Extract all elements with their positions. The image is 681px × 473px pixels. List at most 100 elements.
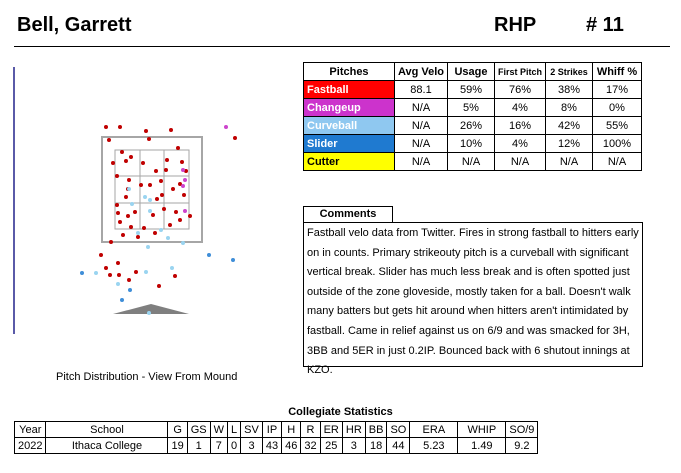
- pitch-dot: [180, 160, 184, 164]
- pitch-cell: N/A: [447, 152, 495, 171]
- stats-header-cell: G: [167, 421, 188, 438]
- pitch-cell: 12%: [545, 134, 593, 153]
- stats-cell: 19: [167, 437, 188, 454]
- pitch-cell: 10%: [447, 134, 495, 153]
- stats-header-cell: SO: [386, 421, 411, 438]
- pitch-dot: [166, 236, 170, 240]
- throwing-hand: RHP: [494, 14, 537, 36]
- pitch-dot: [181, 184, 185, 188]
- pitch-cell: 76%: [494, 80, 546, 99]
- pitch-dot: [154, 169, 158, 173]
- pitch-name: Changeup: [303, 98, 395, 117]
- outer-zone-box: [101, 136, 203, 243]
- col-usage: Usage: [447, 62, 495, 81]
- pitch-dot: [178, 182, 182, 186]
- pitch-dot: [233, 136, 237, 140]
- pitch-dot: [181, 168, 185, 172]
- pitch-name: Slider: [303, 134, 395, 153]
- pitch-dot: [80, 271, 84, 275]
- pitch-dot: [115, 203, 119, 207]
- stats-cell: 18: [364, 437, 388, 454]
- pitch-dot: [173, 274, 177, 278]
- pitch-dot: [144, 129, 148, 133]
- pitch-dot: [147, 137, 151, 141]
- pitch-dot: [104, 125, 108, 129]
- pitch-cell: N/A: [394, 152, 448, 171]
- pitch-dot: [231, 258, 235, 262]
- pitch-dot: [207, 253, 211, 257]
- stats-header-cell: ERA: [409, 421, 459, 438]
- stats-header-cell: W: [209, 421, 229, 438]
- pitch-dot: [188, 214, 192, 218]
- pitch-dot: [124, 159, 128, 163]
- pitch-dot: [124, 195, 128, 199]
- pitch-row-slider: Slider N/A 10% 4% 12% 100%: [303, 134, 642, 153]
- pitch-dot: [160, 193, 164, 197]
- pitch-dot: [148, 183, 152, 187]
- pitch-dot: [129, 155, 133, 159]
- pitch-dot: [109, 240, 113, 244]
- pitch-cell: 16%: [494, 116, 546, 135]
- pitch-cell: N/A: [545, 152, 593, 171]
- pitch-dot: [146, 245, 150, 249]
- stats-header-cell: HR: [341, 421, 366, 438]
- stats-cell: 1: [186, 437, 211, 454]
- pitch-cell: 42%: [545, 116, 593, 135]
- pitch-cell: 0%: [592, 98, 642, 117]
- pitch-dot: [129, 225, 133, 229]
- pitch-dot: [155, 197, 159, 201]
- pitch-dot: [116, 261, 120, 265]
- pitch-dot: [148, 209, 152, 213]
- player-name: Bell, Garrett: [17, 14, 132, 36]
- pitch-cell: 26%: [447, 116, 495, 135]
- stats-cell: 9.2: [505, 437, 539, 454]
- left-accent-bar: [13, 67, 15, 334]
- stats-cell: 1.49: [457, 437, 507, 454]
- col-pitches: Pitches: [303, 62, 395, 81]
- pitch-dot: [136, 235, 140, 239]
- stats-header-cell: Year: [13, 421, 47, 438]
- pitch-dot: [99, 253, 103, 257]
- pitch-dot: [182, 193, 186, 197]
- pitch-dot: [164, 168, 168, 172]
- pitch-dot: [165, 158, 169, 162]
- stats-header-cell: H: [281, 421, 302, 438]
- stats-header-cell: BB: [364, 421, 388, 438]
- strike-zone-box: [114, 149, 190, 230]
- stats-cell: 0: [227, 437, 242, 454]
- pitch-dot: [171, 187, 175, 191]
- pitch-name: Curveball: [303, 116, 395, 135]
- pitch-name: Fastball: [303, 80, 395, 99]
- pitch-dot: [174, 210, 178, 214]
- pitch-dot: [183, 178, 187, 182]
- pitch-dot: [116, 282, 120, 286]
- pitch-mix-table: Pitches Avg Velo Usage First Pitch 2 Str…: [303, 62, 642, 171]
- pitch-dot: [136, 231, 140, 235]
- pitch-table-header: Pitches Avg Velo Usage First Pitch 2 Str…: [303, 62, 642, 81]
- stats-cell: 3: [341, 437, 366, 454]
- pitch-dot: [107, 138, 111, 142]
- pitch-dot: [111, 161, 115, 165]
- pitch-dot: [157, 284, 161, 288]
- col-two-strikes: 2 Strikes: [545, 62, 593, 81]
- pitch-dot: [115, 174, 119, 178]
- pitch-dot: [118, 125, 122, 129]
- pitch-dot: [178, 218, 182, 222]
- stats-cell: 43: [261, 437, 283, 454]
- pitch-dot: [120, 150, 124, 154]
- pitch-dot: [176, 146, 180, 150]
- pitch-row-curveball: Curveball N/A 26% 16% 42% 55%: [303, 116, 642, 135]
- header-divider: [14, 46, 670, 47]
- pitch-dot: [183, 209, 187, 213]
- pitch-cell: 55%: [592, 116, 642, 135]
- pitch-dot: [127, 278, 131, 282]
- pitch-dot: [139, 183, 143, 187]
- pitch-dot: [120, 298, 124, 302]
- pitch-dot: [116, 211, 120, 215]
- pitch-dot: [142, 226, 146, 230]
- pitch-row-cutter: Cutter N/A N/A N/A N/A N/A: [303, 152, 642, 171]
- col-first-pitch: First Pitch: [494, 62, 546, 81]
- comments-title: Comments: [303, 206, 393, 223]
- home-plate: [113, 304, 189, 314]
- pitch-dot: [181, 241, 185, 245]
